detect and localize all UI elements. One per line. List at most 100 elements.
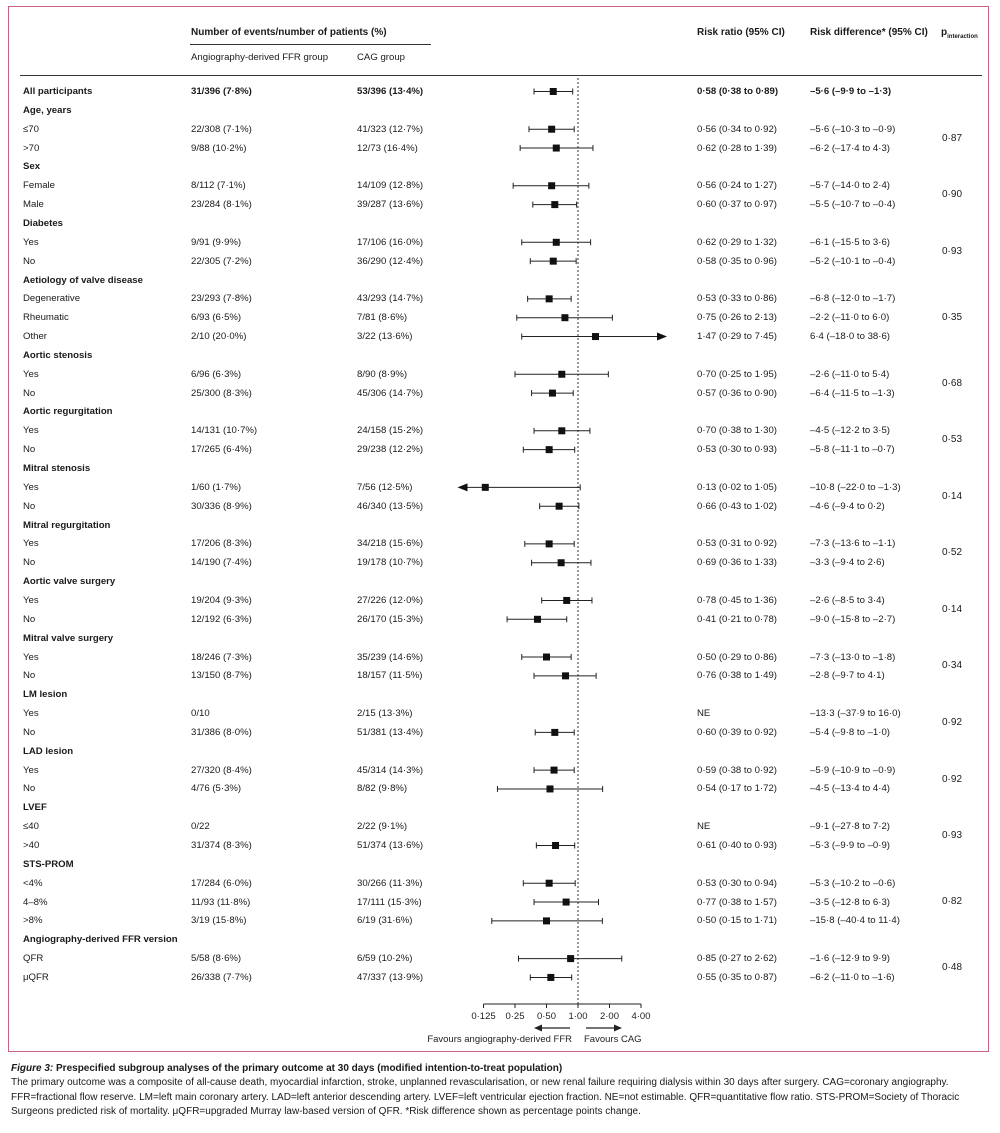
caption-body: The primary outcome was a composite of a… [11,1077,960,1118]
point-estimate [563,596,571,604]
point-estimate [547,973,555,981]
x-tick-label: 1·00 [568,1011,587,1022]
ffr-group-cell: 9/91 (9·9%) [191,236,242,248]
table-row: No 17/265 (6·4%) 29/238 (12·2%) 0·53 (0·30 … [0,440,1000,459]
ffr-group-cell: 14/131 (10·7%) [191,425,258,437]
subgroup-heading-row: Aortic stenosis [0,346,1000,365]
row-label: No [23,255,36,267]
row-label: Degenerative [23,293,81,305]
cag-group-cell: 8/90 (8·9%) [357,368,408,380]
row-label: All participants [23,86,93,97]
ffr-group-cell: 9/88 (10·2%) [191,142,247,154]
risk-ratio-cell: 0·58 (0·35 to 0·96) [697,255,777,267]
risk-ratio-cell: NE [697,821,711,833]
row-label: <4% [23,877,43,889]
risk-difference-cell: –3·3 (–9·4 to 2·6) [810,557,885,569]
risk-ratio-cell: 0·62 (0·29 to 1·32) [697,236,777,248]
point-estimate [548,125,556,133]
risk-ratio-cell: 0·61 (0·40 to 0·93) [697,840,777,851]
row-label: Rheumatic [23,312,69,324]
risk-difference-cell: –2·2 (–11·0 to 6·0) [810,312,890,324]
table-row: Yes 9/91 (9·9%) 17/106 (16·0%) 0·62 (0·29 t… [0,233,1000,252]
row-label: 4–8% [23,896,48,908]
ffr-group-cell: 27/320 (8·4%) [191,764,252,776]
header-rule [20,75,982,76]
point-estimate [543,653,550,661]
risk-difference-cell: –7·3 (–13·0 to –1·8) [810,651,896,663]
risk-ratio-cell: 0·77 (0·38 to 1·57) [697,896,777,908]
point-estimate [548,182,556,190]
row-label: Aortic valve surgery [23,576,116,588]
subgroup-heading-row: Sex [0,157,1000,176]
row-label: Female [23,180,55,192]
ffr-group-cell: 17/284 (6·0%) [191,877,252,889]
row-label: Yes [23,708,39,720]
cag-group-cell: 17/111 (15·3%) [357,896,422,908]
row-label: Yes [23,764,39,776]
risk-ratio-cell: 0·75 (0·26 to 2·13) [697,312,777,324]
cag-group-cell: 30/266 (11·3%) [357,877,423,889]
ci-arrow-right [657,332,667,341]
risk-difference-cell: –5·9 (–10·9 to –0·9) [810,764,896,776]
row-label: Diabetes [23,217,63,229]
table-row: 4–8% 11/93 (11·8%) 17/111 (15·3%) 0·77 (0·3… [0,893,1000,912]
row-label: STS-PROM [23,858,74,870]
p-interaction-value: 0·93 [942,245,963,257]
cag-group-cell: 45/306 (14·7%) [357,387,424,399]
cag-group-cell: 45/314 (14·3%) [357,764,424,776]
p-interaction-value: 0·34 [942,660,963,672]
table-row: Yes 1/60 (1·7%) 7/56 (12·5%) 0·13 (0·02 to … [0,478,1000,497]
row-label: Aetiology of valve disease [23,274,143,286]
ffr-group-cell: 31/386 (8·0%) [191,726,252,738]
cag-group-cell: 19/178 (10·7%) [357,557,424,569]
point-estimate [592,333,600,341]
risk-difference-cell: –5·6 (–9·9 to –1·3) [810,86,892,97]
risk-difference-cell: –6·1 (–15·5 to 3·6) [810,236,890,248]
ci-arrow-left [457,483,468,492]
cag-group-cell: 46/340 (13·5%) [357,500,424,512]
risk-ratio-cell: 0·70 (0·38 to 1·30) [697,425,777,437]
risk-difference-cell: –6·2 (–11·0 to –1·6) [810,971,895,983]
cag-group-cell: 29/238 (12·2%) [357,444,424,456]
point-estimate [552,842,560,849]
cag-group-cell: 3/22 (13·6%) [357,331,413,343]
point-estimate [562,898,570,906]
point-estimate [546,785,554,793]
point-estimate [548,389,556,397]
risk-ratio-cell: 0·59 (0·38 to 0·92) [697,764,777,776]
events-header-rule [190,44,431,45]
table-row: Yes 27/320 (8·4%) 45/314 (14·3%) 0·59 (0·38… [0,761,1000,780]
table-row: Female 8/112 (7·1%) 14/109 (12·8%) 0·56 (0·… [0,176,1000,195]
risk-ratio-cell: 0·53 (0·30 to 0·93) [697,444,777,456]
p-interaction-value: 0·93 [942,830,963,842]
favours-ffr-label: Favours angiography-derived FFR [427,1034,572,1045]
p-interaction-value: 0·92 [942,716,963,728]
row-label: LM lesion [23,689,68,701]
row-label: Yes [23,538,39,550]
risk-difference-cell: –5·3 (–10·2 to –0·6) [810,877,896,889]
table-row: Yes 14/131 (10·7%) 24/158 (15·2%) 0·70 (0·3… [0,421,1000,440]
table-row: Yes 19/204 (9·3%) 27/226 (12·0%) 0·78 (0·45… [0,591,1000,610]
cag-group-cell: 34/218 (15·6%) [357,538,424,550]
subgroup-heading-row: Mitral valve surgery [0,629,1000,648]
row-label: Yes [23,368,39,380]
row-label: >40 [23,840,40,851]
risk-difference-cell: –5·6 (–10·3 to –0·9) [810,123,896,135]
risk-difference-cell: –5·5 (–10·7 to –0·4) [810,199,896,211]
risk-ratio-cell: 0·57 (0·36 to 0·90) [697,387,777,399]
table-row: No 25/300 (8·3%) 45/306 (14·7%) 0·57 (0·36 … [0,384,1000,403]
point-estimate [533,615,541,623]
ffr-group-cell: 19/204 (9·3%) [191,594,252,606]
risk-ratio-cell: 0·50 (0·29 to 0·86) [697,651,777,663]
table-row: QFR 5/58 (8·6%) 6/59 (10·2%) 0·85 (0·27 to … [0,949,1000,968]
risk-ratio-cell: 0·69 (0·36 to 1·33) [697,557,777,569]
risk-ratio-cell: 0·53 (0·33 to 0·86) [697,293,777,305]
table-row: >70 9/88 (10·2%) 12/73 (16·4%) 0·62 (0·28 t… [0,139,1000,158]
p-interaction-value: 0·35 [942,311,963,323]
ffr-group-cell: 17/265 (6·4%) [191,444,252,456]
row-label: No [23,726,36,738]
risk-difference-cell: –6·8 (–12·0 to –1·7) [810,293,896,305]
cag-group-cell: 24/158 (15·2%) [357,425,424,437]
cag-group-cell: 6/59 (10·2%) [357,953,413,965]
ffr-group-cell: 0/22 [191,821,210,833]
